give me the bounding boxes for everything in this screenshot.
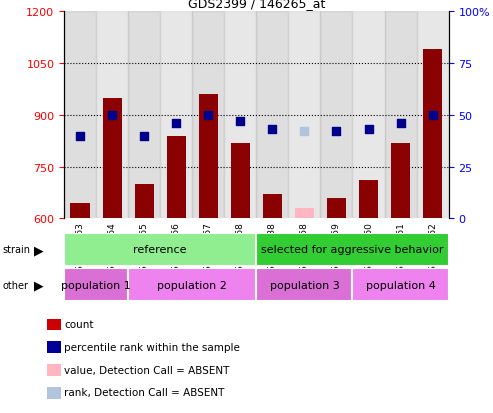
Point — [428, 112, 437, 119]
Text: percentile rank within the sample: percentile rank within the sample — [64, 342, 240, 352]
Bar — [199, 95, 218, 219]
Text: reference: reference — [134, 245, 187, 255]
Bar — [352, 268, 449, 301]
Bar — [64, 12, 96, 219]
Bar — [256, 233, 449, 266]
Bar — [103, 98, 122, 219]
Bar — [70, 204, 90, 219]
Point — [364, 127, 373, 133]
Bar — [128, 268, 256, 301]
Point — [332, 129, 340, 135]
Bar — [417, 12, 449, 219]
Point — [76, 133, 84, 140]
Bar — [352, 12, 385, 219]
Point — [300, 129, 309, 135]
Bar — [224, 12, 256, 219]
Bar — [320, 12, 352, 219]
Bar — [385, 12, 417, 219]
Text: selected for aggressive behavior: selected for aggressive behavior — [261, 245, 444, 255]
Bar — [256, 12, 288, 219]
Bar — [135, 185, 154, 219]
Text: population 1: population 1 — [61, 280, 131, 290]
Bar — [288, 12, 320, 219]
Text: other: other — [2, 280, 29, 290]
Point — [204, 112, 212, 119]
Bar — [64, 233, 256, 266]
Bar — [160, 12, 192, 219]
Point — [140, 133, 148, 140]
Point — [268, 127, 276, 133]
Bar — [263, 195, 282, 219]
Bar — [359, 181, 378, 219]
Point — [108, 112, 116, 119]
Text: population 3: population 3 — [270, 280, 339, 290]
Text: ▶: ▶ — [34, 243, 43, 256]
Bar — [192, 12, 224, 219]
Text: population 4: population 4 — [366, 280, 435, 290]
Text: count: count — [64, 319, 94, 329]
Text: rank, Detection Call = ABSENT: rank, Detection Call = ABSENT — [64, 387, 224, 397]
Text: strain: strain — [2, 245, 31, 255]
Bar — [64, 268, 128, 301]
Point — [236, 119, 244, 125]
Text: ▶: ▶ — [34, 278, 43, 292]
Bar — [391, 143, 410, 219]
Bar — [96, 12, 128, 219]
Bar — [423, 50, 442, 219]
Title: GDS2399 / 146265_at: GDS2399 / 146265_at — [188, 0, 325, 10]
Bar — [295, 209, 314, 219]
Text: value, Detection Call = ABSENT: value, Detection Call = ABSENT — [64, 365, 229, 375]
Point — [173, 121, 180, 127]
Bar — [256, 268, 352, 301]
Bar — [231, 143, 250, 219]
Bar — [167, 136, 186, 219]
Text: population 2: population 2 — [157, 280, 227, 290]
Bar — [128, 12, 160, 219]
Point — [396, 121, 404, 127]
Bar — [327, 198, 346, 219]
